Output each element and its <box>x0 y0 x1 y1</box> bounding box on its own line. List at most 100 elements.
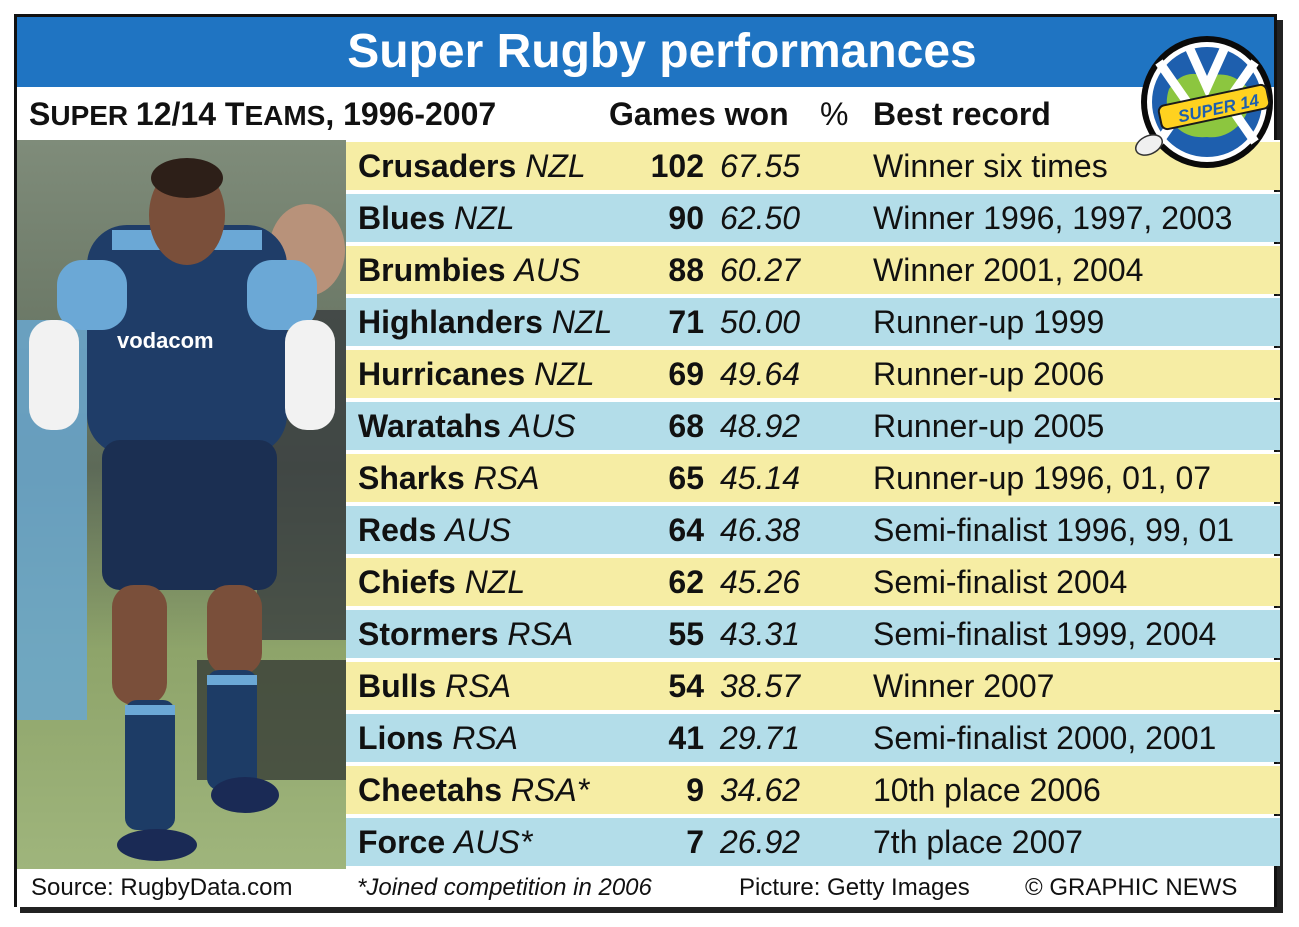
team-country: RSA <box>445 668 511 704</box>
best-record-value: Semi-finalist 1999, 2004 <box>873 616 1217 652</box>
table-row: Lions RSA 41 29.71 Semi-finalist 2000, 2… <box>346 712 1280 762</box>
games-won-value: 41 <box>668 720 704 756</box>
best-record-value: Winner 2001, 2004 <box>873 252 1144 288</box>
best-record-value: Semi-finalist 2004 <box>873 564 1128 600</box>
table-row: Reds AUS 64 46.38 Semi-finalist 1996, 99… <box>346 504 1280 554</box>
infographic-frame: Super Rugby performances SUPER 12/14 TEA… <box>14 14 1280 907</box>
team-name: Highlanders <box>358 304 543 340</box>
player-photo: vodacom <box>17 140 346 869</box>
games-won-value: 62 <box>668 564 704 600</box>
team-cell: Lions RSA <box>358 714 518 762</box>
team-cell: Hurricanes NZL <box>358 350 595 398</box>
games-won-value: 88 <box>668 252 704 288</box>
games-won-value: 65 <box>668 460 704 496</box>
team-name: Hurricanes <box>358 356 526 392</box>
team-cell: Blues NZL <box>358 194 514 242</box>
team-country: NZL <box>464 564 526 600</box>
jersey-sponsor-text: vodacom <box>117 328 214 353</box>
best-record-value: Runner-up 1996, 01, 07 <box>873 460 1212 496</box>
team-name: Chiefs <box>358 564 456 600</box>
percent-value: 45.26 <box>720 564 801 600</box>
table-row: Blues NZL 90 62.50 Winner 1996, 1997, 20… <box>346 192 1280 242</box>
team-cell: Highlanders NZL <box>358 298 612 346</box>
team-country: NZL <box>534 356 595 392</box>
team-country: RSA <box>507 616 574 652</box>
table-row: Highlanders NZL 71 50.00 Runner-up 1999 <box>346 296 1280 346</box>
team-cell: Force AUS* <box>358 818 532 866</box>
table-row: Stormers RSA 55 43.31 Semi-finalist 1999… <box>346 608 1280 658</box>
best-record-value: 7th place 2007 <box>873 824 1083 860</box>
super-14-logo: SUPER 14 <box>1129 27 1289 177</box>
games-won-value: 54 <box>668 668 704 704</box>
team-name: Force <box>358 824 446 860</box>
games-won-value: 71 <box>668 304 704 340</box>
team-cell: Sharks RSA <box>358 454 539 502</box>
team-cell: Waratahs AUS <box>358 402 576 450</box>
percent-value: 60.27 <box>720 252 801 288</box>
title-bar <box>17 17 1274 87</box>
table-row: Crusaders NZL 102 67.55 Winner six times <box>346 140 1280 190</box>
best-record-value: Runner-up 1999 <box>873 304 1105 340</box>
percent-value: 34.62 <box>720 772 801 808</box>
percent-value: 29.71 <box>720 720 801 756</box>
best-record-value: Winner six times <box>873 148 1108 184</box>
team-cell: Reds AUS <box>358 506 511 554</box>
team-country: NZL <box>551 304 613 340</box>
footer: Source: RugbyData.com *Joined competitio… <box>17 869 1274 907</box>
team-name: Cheetahs <box>358 772 503 808</box>
team-country: NZL <box>525 148 586 184</box>
team-country: AUS* <box>454 824 533 860</box>
percent-value: 48.92 <box>720 408 801 444</box>
games-won-value: 64 <box>668 512 704 548</box>
team-country: AUS <box>514 252 581 288</box>
table-row: Cheetahs RSA* 9 34.62 10th place 2006 <box>346 764 1280 814</box>
percent-value: 26.92 <box>720 824 801 860</box>
subtitle-part: , 1996-2007 <box>325 96 497 132</box>
column-header-percent: % <box>820 96 849 132</box>
table-row: Brumbies AUS 88 60.27 Winner 2001, 2004 <box>346 244 1280 294</box>
team-country: AUS <box>509 408 576 444</box>
team-name: Reds <box>358 512 437 548</box>
team-name: Sharks <box>358 460 465 496</box>
subtitle-part: S <box>29 96 51 132</box>
percent-value: 62.50 <box>720 200 801 236</box>
team-name: Bulls <box>358 668 437 704</box>
subtitle-part: EAMS <box>244 100 326 131</box>
subtitle-part: T <box>224 96 245 132</box>
percent-value: 45.14 <box>720 460 801 496</box>
games-won-value: 9 <box>686 772 704 808</box>
team-name: Crusaders <box>358 148 517 184</box>
team-country: RSA <box>473 460 540 496</box>
games-won-value: 7 <box>686 824 704 860</box>
table-row: Force AUS* 7 26.92 7th place 2007 <box>346 816 1280 866</box>
team-cell: Stormers RSA <box>358 610 573 658</box>
team-cell: Brumbies AUS <box>358 246 580 294</box>
games-won-value: 69 <box>668 356 704 392</box>
percent-value: 50.00 <box>720 304 801 340</box>
percent-value: 49.64 <box>720 356 801 392</box>
games-won-value: 68 <box>668 408 704 444</box>
games-won-value: 90 <box>668 200 704 236</box>
footnote: *Joined competition in 2006 <box>357 874 652 901</box>
chart-title: Super Rugby performances <box>347 25 977 78</box>
percent-value: 43.31 <box>720 616 801 652</box>
team-name: Brumbies <box>358 252 506 288</box>
team-name: Waratahs <box>358 408 501 444</box>
subtitle-part: 12/14 <box>135 96 225 132</box>
percent-value: 67.55 <box>720 148 801 184</box>
games-won-value: 102 <box>650 148 704 184</box>
subtitle-part: UPER <box>50 100 136 131</box>
team-country: RSA* <box>510 772 590 808</box>
team-cell: Crusaders NZL <box>358 142 586 190</box>
percent-value: 38.57 <box>720 668 801 704</box>
team-cell: Chiefs NZL <box>358 558 525 606</box>
column-header-games-won: Games won <box>609 96 789 132</box>
table-row: Hurricanes NZL 69 49.64 Runner-up 2006 <box>346 348 1280 398</box>
team-name: Stormers <box>358 616 499 652</box>
best-record-value: Runner-up 2005 <box>873 408 1105 444</box>
table-row: Chiefs NZL 62 45.26 Semi-finalist 2004 <box>346 556 1280 606</box>
best-record-value: Winner 1996, 1997, 2003 <box>873 200 1233 236</box>
source-credit: Source: RugbyData.com <box>31 874 293 901</box>
table-row: Bulls RSA 54 38.57 Winner 2007 <box>346 660 1280 710</box>
team-country: NZL <box>454 200 515 236</box>
